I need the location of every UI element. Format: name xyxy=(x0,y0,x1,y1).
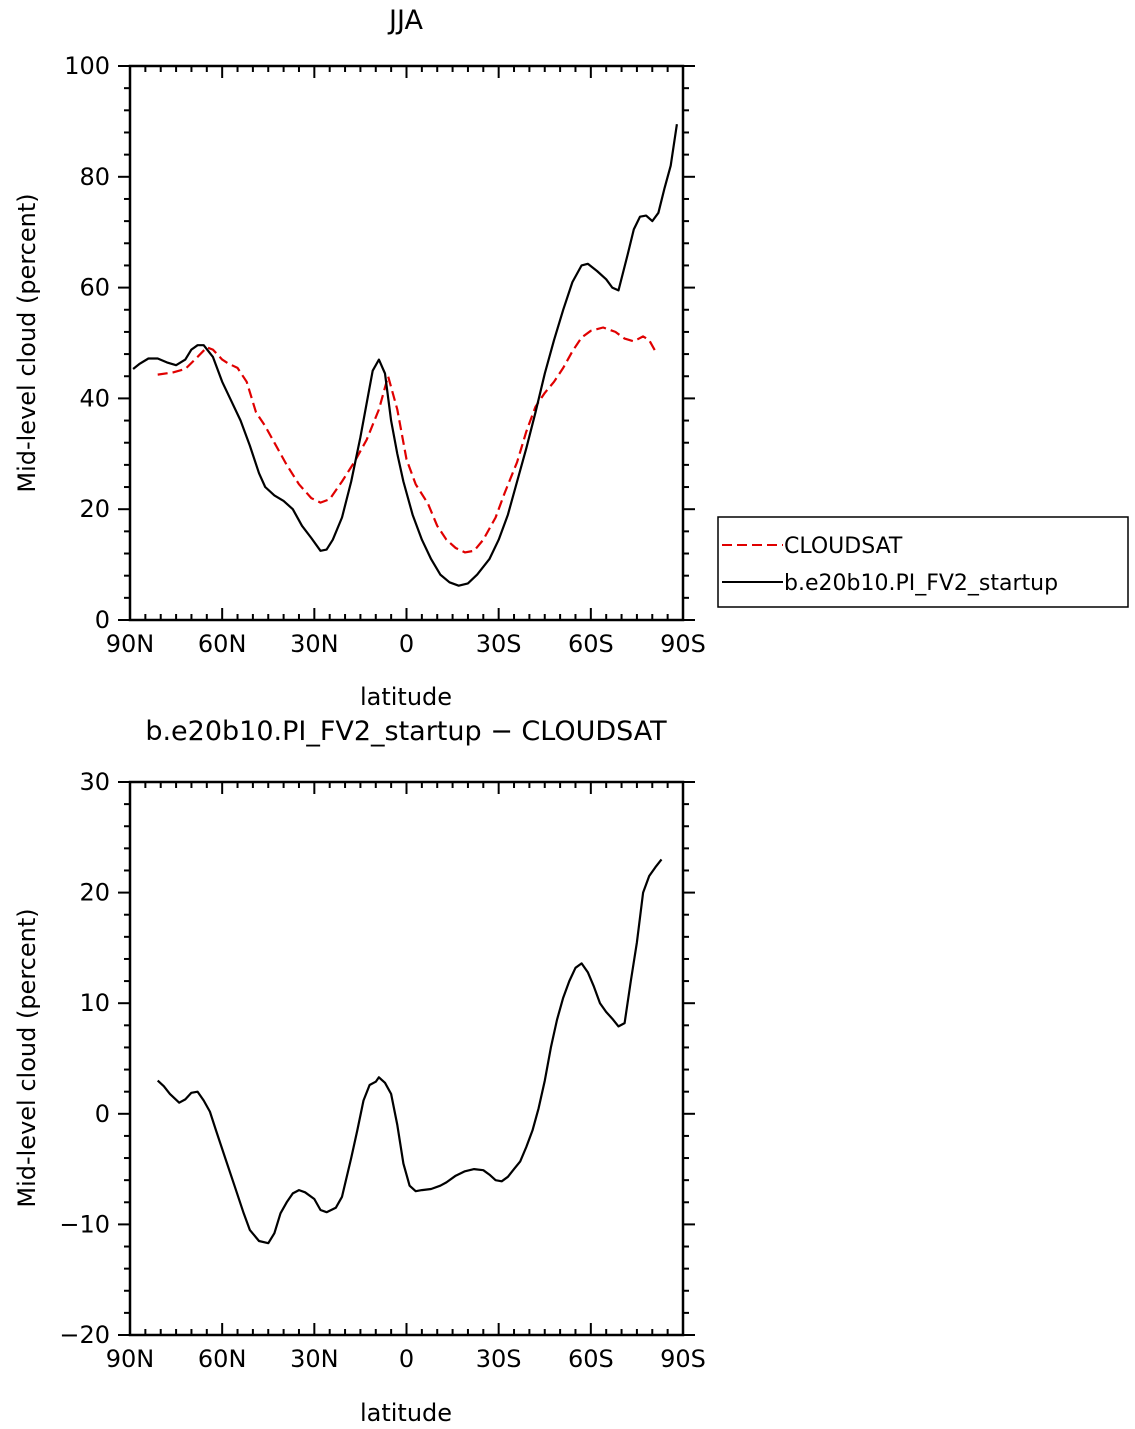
bottom-x-tick-label: 90N xyxy=(106,1345,155,1373)
top-axes: 90N 60N 30N 0 30S 60S 90S 0 20 40 60 80 100 xyxy=(64,52,706,658)
bottom-chart-title: b.e20b10.PI_FV2_startup − CLOUDSAT xyxy=(145,716,667,747)
bottom-y-tick-label: 10 xyxy=(79,989,110,1017)
legend: CLOUDSAT b.e20b10.PI_FV2_startup xyxy=(717,516,1129,608)
top-x-tick-label: 30N xyxy=(290,630,339,658)
bottom-x-tick-label: 60S xyxy=(568,1345,614,1373)
bottom-x-tick-label: 30N xyxy=(290,1345,339,1373)
bottom-y-tick-label: 20 xyxy=(79,879,110,907)
bottom-x-tick-label: 90S xyxy=(660,1345,706,1373)
bottom-y-tick-label: −10 xyxy=(59,1210,110,1238)
bottom-y-tick-label: 0 xyxy=(95,1100,110,1128)
top-x-tick-label: 0 xyxy=(399,630,414,658)
bottom-y-tick-label: −20 xyxy=(59,1321,110,1349)
bottom-x-tick-label: 60N xyxy=(198,1345,247,1373)
top-y-tick-label: 60 xyxy=(79,274,110,302)
top-y-tick-label: 100 xyxy=(64,52,110,80)
bottom-series-lines xyxy=(156,858,663,1245)
top-plot-frame xyxy=(128,64,685,622)
bottom-axes: 90N 60N 30N 0 30S 60S 90S −20 −10 0 10 20 30 xyxy=(59,768,706,1373)
top-x-tick-label: 30S xyxy=(476,630,522,658)
bottom-x-tick-label: 0 xyxy=(399,1345,414,1373)
top-x-axis-label: latitude xyxy=(360,683,452,711)
bottom-panel: b.e20b10.PI_FV2_startup − CLOUDSAT 90N 60… xyxy=(13,716,706,1427)
legend-box xyxy=(717,516,1129,608)
bottom-plot-frame xyxy=(128,780,685,1337)
bottom-series-line-0 xyxy=(156,858,663,1245)
bottom-y-axis-label: Mid-level cloud (percent) xyxy=(13,908,41,1207)
top-y-axis-label: Mid-level cloud (percent) xyxy=(13,193,41,492)
bottom-x-tick-label: 30S xyxy=(476,1345,522,1373)
top-x-tick-label: 90S xyxy=(660,630,706,658)
top-series-line-1 xyxy=(132,124,678,587)
top-panel: JJA 90N 60N 30N 0 30S 60S 90S 0 20 40 60 80 100 lati… xyxy=(13,5,1129,711)
top-y-tick-label: 0 xyxy=(95,606,110,634)
top-y-tick-label: 80 xyxy=(79,163,110,191)
legend-model-label: b.e20b10.PI_FV2_startup xyxy=(784,571,1058,596)
top-chart-title: JJA xyxy=(387,5,423,36)
top-x-tick-label: 60S xyxy=(568,630,614,658)
top-x-tick-label: 60N xyxy=(198,630,247,658)
bottom-x-axis-label: latitude xyxy=(360,1399,452,1427)
legend-cloudsat-label: CLOUDSAT xyxy=(784,534,903,559)
top-x-tick-label: 90N xyxy=(106,630,155,658)
top-series-line-0 xyxy=(157,326,657,554)
top-y-tick-label: 40 xyxy=(79,384,110,412)
top-series-lines xyxy=(132,124,678,587)
top-y-tick-label: 20 xyxy=(79,495,110,523)
bottom-y-tick-label: 30 xyxy=(79,768,110,796)
